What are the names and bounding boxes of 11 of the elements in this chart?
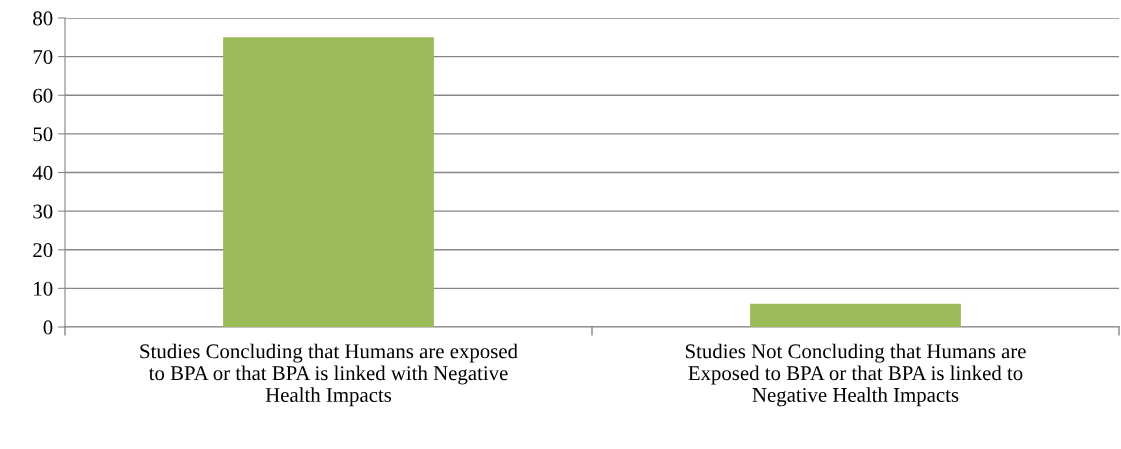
x-tick-label: Studies Not Concluding that Humans are Exposed to BPA or that BPA is linked to Negative Health Impacts (685, 343, 1026, 407)
y-tick-label: 30 (33, 204, 53, 219)
y-tick-label: 60 (33, 88, 53, 103)
y-tick-label: 40 (32, 165, 53, 180)
y-tick-label: 70 (33, 50, 53, 65)
y-tick-label: 0 (43, 320, 53, 335)
x-tick-label: Studies Concluding that Humans are exposed to BPA or that BPA is linked with Negative Health Impacts (140, 343, 518, 407)
y-tick-label: 10 (34, 281, 53, 296)
y-tick-label: 80 (33, 11, 53, 26)
y-tick-label: 50 (33, 127, 53, 142)
y-tick-label: 20 (33, 243, 53, 258)
